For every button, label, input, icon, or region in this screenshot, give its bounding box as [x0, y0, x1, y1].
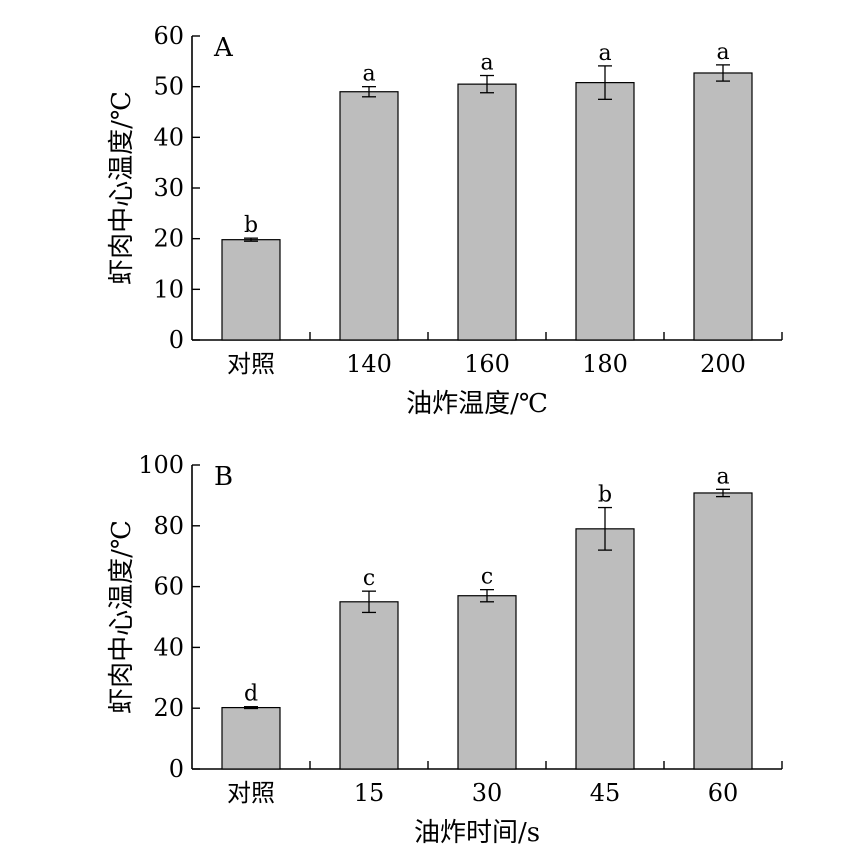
- y-axis-title: 虾肉中心温度/℃: [107, 91, 137, 285]
- y-tick-label: 60: [153, 573, 184, 601]
- x-tick-label: 200: [700, 350, 746, 378]
- bar: [221, 706, 281, 770]
- significance-letter: a: [716, 464, 729, 489]
- y-tick-label: 10: [153, 275, 184, 303]
- y-axis-title: 虾肉中心温度/℃: [107, 520, 137, 714]
- bar: [575, 528, 635, 770]
- x-tick-label: 30: [472, 779, 503, 807]
- y-tick-label: 30: [153, 174, 184, 202]
- bar: [693, 492, 753, 770]
- y-tick-label: 0: [169, 326, 184, 354]
- panel-label: A: [213, 33, 234, 63]
- bar: [457, 83, 517, 341]
- y-tick-label: 50: [153, 73, 184, 101]
- x-tick-label: 45: [590, 779, 621, 807]
- significance-letter: a: [480, 51, 493, 76]
- panel-a: 0 10 20 30 40 50 60 b 对照 a 140 a 160 a 180 a 200 油炸温度/℃ 虾肉…: [107, 22, 783, 419]
- x-axis-title: 油炸温度/℃: [406, 389, 548, 419]
- x-axis-title: 油炸时间/s: [414, 818, 540, 848]
- x-tick-label: 15: [354, 779, 385, 807]
- bar: [221, 239, 281, 341]
- significance-letter: c: [363, 566, 375, 591]
- bar: [693, 72, 753, 341]
- significance-letter: b: [244, 213, 258, 238]
- y-tick-label: 20: [153, 225, 184, 253]
- bar: [575, 82, 635, 341]
- significance-letter: a: [362, 62, 375, 87]
- y-tick-label: 60: [153, 22, 184, 50]
- significance-letter: b: [598, 483, 612, 508]
- bar: [339, 91, 399, 341]
- significance-letter: d: [244, 682, 258, 707]
- x-tick-label: 60: [708, 779, 739, 807]
- y-tick-label: 20: [153, 694, 184, 722]
- panel-label: B: [214, 462, 233, 492]
- x-tick-label: 对照: [227, 350, 275, 378]
- y-tick-label: 40: [153, 633, 184, 661]
- panel-b: 0 20 40 60 80 100 d 对照 c 15 c 30 b 45 a 60 油炸时间/s 虾肉中心温度/…: [107, 451, 783, 848]
- x-tick-label: 140: [346, 350, 392, 378]
- significance-letter: a: [716, 40, 729, 65]
- bar: [339, 601, 399, 770]
- y-tick-label: 40: [153, 123, 184, 151]
- y-tick-label: 80: [153, 512, 184, 540]
- x-tick-label: 160: [464, 350, 510, 378]
- x-tick-label: 180: [582, 350, 628, 378]
- y-tick-label: 0: [169, 755, 184, 783]
- significance-letter: a: [598, 41, 611, 66]
- bar: [457, 595, 517, 770]
- significance-letter: c: [481, 565, 493, 590]
- y-tick-label: 100: [138, 451, 184, 479]
- x-tick-label: 对照: [227, 779, 275, 807]
